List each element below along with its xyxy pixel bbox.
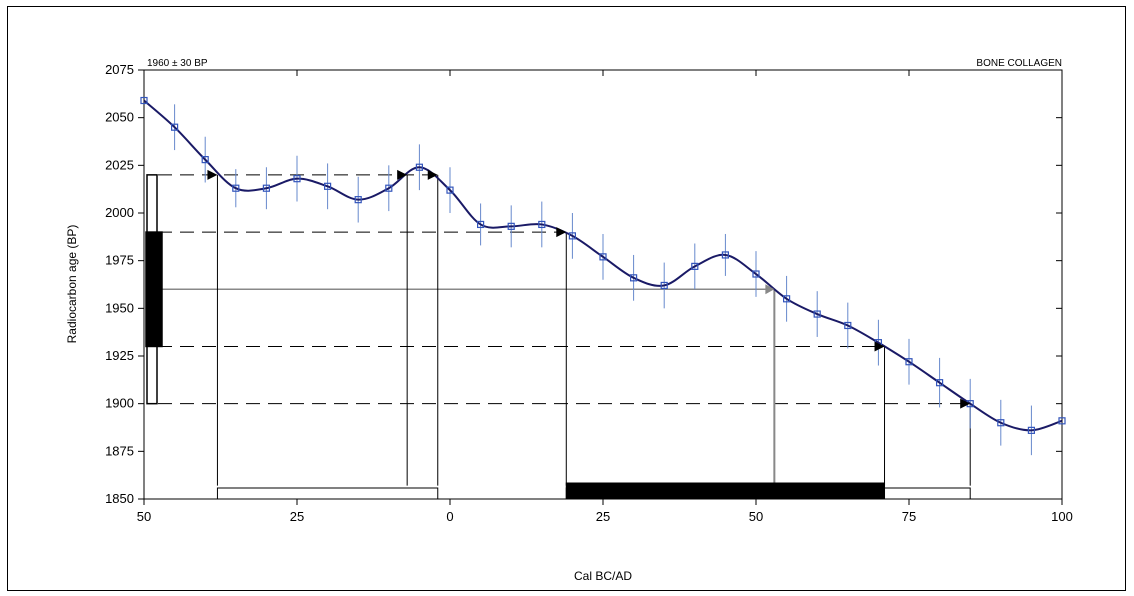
axis-ticks: 50 25 0 25 50 75 100 1850 1875 1900 1925 1950 1975 20… [105, 62, 1073, 524]
x-tick-label: 25 [290, 509, 304, 524]
calibration-point [232, 184, 240, 192]
calibration-point [538, 220, 546, 229]
calibration-point [935, 379, 944, 387]
calibration-point [201, 156, 209, 164]
y-tick-label: 1850 [105, 491, 134, 506]
intercept-arrow [874, 341, 885, 352]
calibration-point [691, 262, 699, 270]
calibration-point [446, 186, 454, 194]
calibration-point [1058, 417, 1066, 425]
calibration-point [721, 251, 730, 259]
calendar-ranges [216, 482, 971, 500]
calibration-point [752, 270, 760, 278]
error-bars [174, 104, 1032, 456]
calibration-point [354, 196, 362, 204]
y-tick-label: 1975 [105, 253, 134, 268]
y-tick-label: 2000 [105, 205, 134, 220]
calibration-curve [143, 99, 1063, 432]
y-tick-label: 2075 [105, 62, 134, 77]
corner-label-right: BONE COLLAGEN [976, 58, 1062, 69]
calibration-point [599, 253, 607, 261]
y-axis-label: Radiocarbon age (BP) [65, 225, 79, 344]
intercept-arrow [397, 169, 408, 180]
x-tick-label: 75 [902, 509, 916, 524]
intercept-arrow [207, 169, 218, 180]
calibration-points [140, 96, 1066, 434]
calibration-point [629, 274, 638, 282]
calibration-point [171, 123, 179, 131]
calibration-point [415, 163, 423, 171]
y-tick-label: 1925 [105, 348, 134, 363]
age-bars [145, 174, 163, 405]
plot-area [143, 69, 1063, 500]
calibration-point [997, 419, 1005, 427]
chart-frame [7, 6, 1126, 591]
calibration-point [905, 358, 913, 366]
calibration-point [844, 321, 852, 330]
level-lines [158, 174, 971, 492]
calibration-point [293, 175, 301, 183]
y-tick-label: 1900 [105, 396, 134, 411]
cal-range-2sigma [216, 487, 439, 500]
y-tick-label: 2025 [105, 157, 134, 172]
calibration-point [1027, 426, 1036, 434]
calibration-point [507, 222, 515, 230]
x-tick-label: 50 [749, 509, 763, 524]
calibration-point [324, 182, 332, 190]
x-axis-label: Cal BC/AD [574, 569, 632, 583]
calibration-point [140, 96, 148, 105]
calibration-point [477, 220, 485, 229]
calibration-point [782, 295, 791, 303]
y-tick-label: 1950 [105, 300, 134, 315]
intercept-arrow [427, 169, 438, 180]
calibration-point [813, 310, 821, 318]
center-arrow [765, 284, 775, 295]
y-tick-label: 1875 [105, 443, 134, 458]
calibration-point [660, 281, 668, 290]
intercept-arrow [556, 227, 567, 238]
drop-lines [216, 174, 971, 486]
calibration-point [385, 184, 393, 192]
intercept-arrow [960, 398, 971, 409]
x-tick-label: 100 [1051, 509, 1073, 524]
cal-range-1sigma [565, 482, 886, 499]
calibration-point [568, 232, 577, 240]
calibration-point [262, 184, 270, 192]
x-tick-label: 25 [596, 509, 610, 524]
intercept-arrows [207, 169, 971, 409]
x-tick-label: 50 [137, 509, 151, 524]
corner-label-left: 1960 ± 30 BP [147, 58, 208, 69]
x-tick-label: 0 [446, 509, 453, 524]
age-bar-1sigma [145, 231, 163, 348]
y-tick-label: 2050 [105, 110, 134, 125]
